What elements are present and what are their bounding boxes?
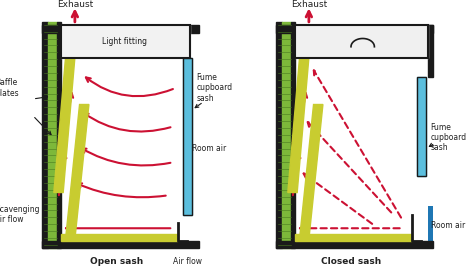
Bar: [417, 77, 426, 176]
Bar: [295, 25, 428, 58]
Polygon shape: [300, 104, 323, 239]
Bar: [291, 22, 295, 248]
Bar: [61, 25, 190, 58]
Bar: [194, 33, 199, 248]
Polygon shape: [54, 58, 75, 192]
Bar: [61, 25, 190, 58]
Text: Light fitting: Light fitting: [102, 37, 146, 46]
Text: Exhaust: Exhaust: [291, 0, 327, 9]
Text: Room air: Room air: [192, 144, 226, 153]
Text: Room air: Room air: [431, 221, 465, 230]
Bar: [428, 25, 433, 77]
Text: Open sash: Open sash: [90, 257, 144, 266]
Text: Exhaust: Exhaust: [57, 0, 93, 9]
Text: Fume
cupboard
sash: Fume cupboard sash: [431, 123, 467, 152]
Text: Air flow: Air flow: [173, 257, 202, 266]
Text: Closed sash: Closed sash: [321, 257, 381, 266]
Text: Baffle
plates: Baffle plates: [0, 78, 19, 98]
Bar: [58, 22, 61, 248]
Bar: [48, 22, 58, 248]
Bar: [61, 234, 178, 241]
Polygon shape: [288, 58, 309, 192]
Bar: [42, 25, 199, 33]
Polygon shape: [66, 104, 89, 239]
Bar: [276, 25, 433, 33]
Bar: [276, 22, 282, 248]
Bar: [295, 25, 428, 58]
Bar: [282, 22, 292, 248]
Bar: [276, 241, 433, 248]
Bar: [295, 234, 412, 241]
Bar: [428, 206, 433, 248]
Text: Fume
cupboard
sash: Fume cupboard sash: [197, 73, 233, 103]
Bar: [417, 77, 426, 176]
Bar: [183, 58, 192, 215]
Bar: [42, 241, 199, 248]
Bar: [183, 58, 192, 215]
Bar: [42, 22, 48, 248]
Text: Scavenging
air flow: Scavenging air flow: [0, 205, 40, 224]
